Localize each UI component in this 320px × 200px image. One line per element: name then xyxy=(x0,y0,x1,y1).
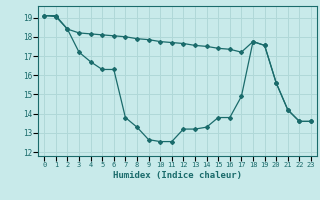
X-axis label: Humidex (Indice chaleur): Humidex (Indice chaleur) xyxy=(113,171,242,180)
